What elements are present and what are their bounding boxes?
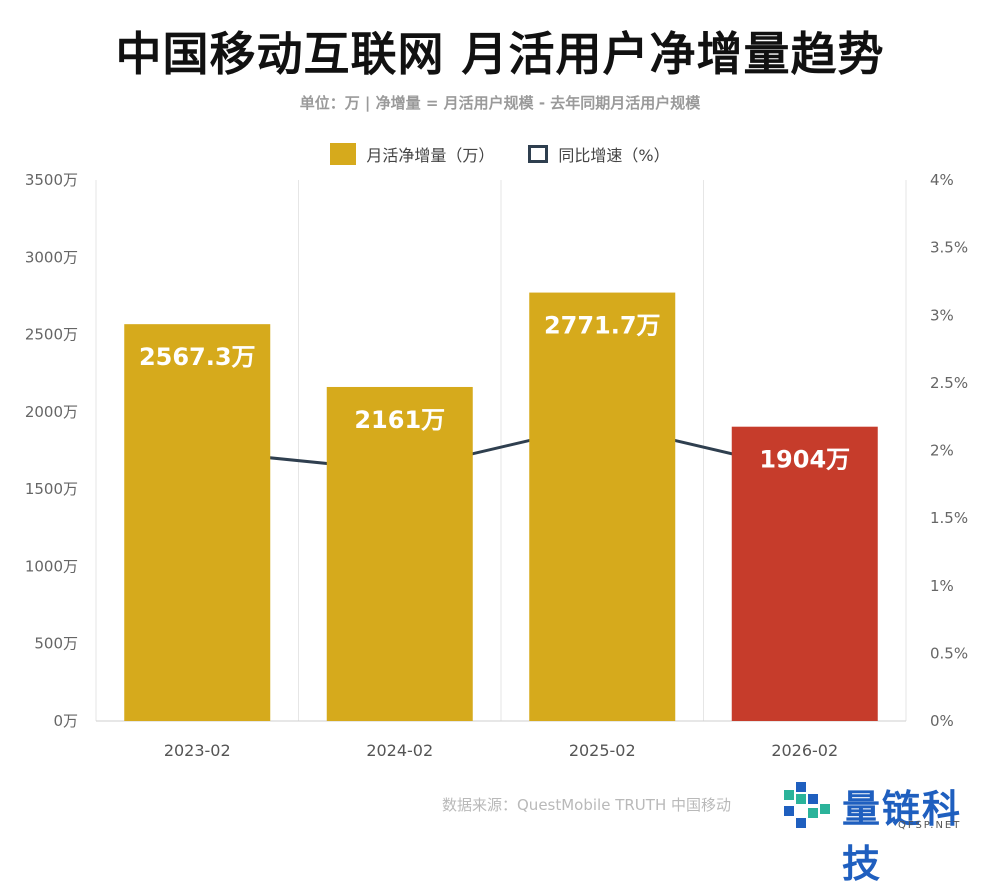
watermark-url: QFSP.NET [898,820,962,831]
bar-value-label: 2161万 [354,406,445,434]
x-tick-label: 2023-02 [164,741,231,760]
x-tick-label: 2026-02 [771,741,838,760]
y-right-tick-label: 1.5% [930,509,968,527]
page-title: 中国移动互联网 月活用户净增量趋势 [115,27,885,81]
data-source-note: 数据来源：QuestMobile TRUTH 中国移动 [442,796,731,814]
y-right-tick-label: 3.5% [930,239,968,257]
bar-2023-02 [124,324,271,721]
y-left-tick-label: 3000万 [25,248,78,266]
y-right-tick-label: 0% [930,712,954,730]
y-left-tick-label: 2500万 [25,326,78,344]
bar-2024-02 [326,386,473,721]
y-right-tick-label: 0.5% [930,644,968,662]
legend-line-label: 同比增速（%） [558,146,670,165]
y-right-tick-label: 3% [930,306,954,324]
legend-item-line[interactable]: 同比增速（%） [528,142,670,166]
brand-logo-icon [784,782,830,828]
y-right-tick-label: 1% [930,577,954,595]
combo-chart: 0万 500万 1000万 1500万 2000万 2500万 3000万 3500万 0% 0.… [25,171,968,760]
y-right-tick-label: 2% [930,442,954,460]
bar-value-label: 2771.7万 [544,312,661,340]
y-left-tick-label: 1500万 [25,480,78,498]
watermark: 量链科技 QFSP.NET [780,776,1000,886]
y-left-tick-label: 2000万 [25,403,78,421]
bar-2026-02 [731,426,878,721]
bar-2025-02 [529,292,676,721]
y-left-tick-label: 0万 [53,712,78,730]
x-tick-label: 2025-02 [569,741,636,760]
y-right-tick-label: 4% [930,171,954,189]
y-left-tick-label: 500万 [34,635,78,653]
y-left-tick-label: 3500万 [25,171,78,189]
y-right-tick-label: 2.5% [930,374,968,392]
watermark-brand: 量链科技 [842,787,963,886]
legend-bar-swatch [330,143,357,165]
bar-value-label: 2567.3万 [139,343,256,371]
x-tick-label: 2024-02 [366,741,433,760]
chart-legend: 月活净增量（万） 同比增速（%） [0,142,1000,166]
legend-item-bar[interactable]: 月活净增量（万） [330,142,494,166]
legend-line-swatch [528,145,549,163]
chart-subtitle: 单位：万 | 净增量 = 月活用户规模 - 去年同期月活用户规模 [299,94,701,112]
bar-value-label: 1904万 [759,446,850,474]
legend-bar-label: 月活净增量（万） [366,146,495,165]
growth-rate-line [197,421,806,473]
y-left-tick-label: 1000万 [25,557,78,575]
